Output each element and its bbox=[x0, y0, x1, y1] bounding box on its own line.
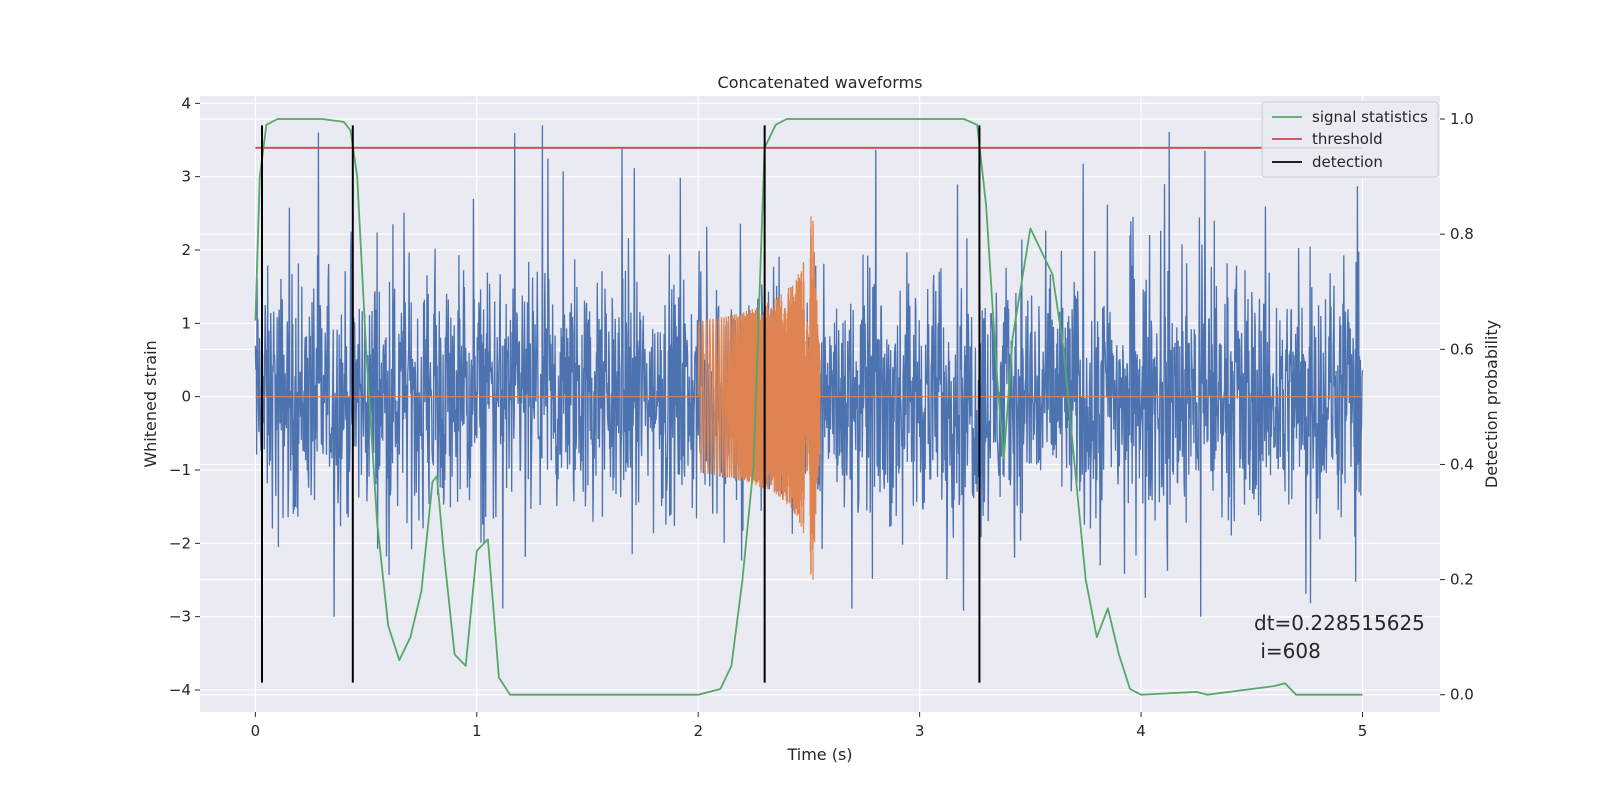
noise-series bbox=[254, 125, 1364, 617]
x-tick-label: 5 bbox=[1358, 722, 1368, 740]
y-tick-label: 4 bbox=[181, 94, 191, 112]
x-tick-label: 1 bbox=[472, 722, 482, 740]
annotation-dt: dt=0.228515625 bbox=[1254, 611, 1425, 635]
y-axis-label: Whitened strain bbox=[141, 340, 160, 467]
y-tick-label: −4 bbox=[169, 681, 191, 699]
y2-axis-label: Detection probability bbox=[1482, 320, 1501, 488]
legend-box bbox=[1261, 101, 1439, 178]
axes: 0 1 2 3 4 5 −4 −3 −2 −1 0 1 2 3 4 0.0 0.2 0.4 0.6 0.8 1.0 bbox=[169, 94, 1474, 740]
signal-statistics-series bbox=[254, 118, 1363, 696]
legend-label-detection: detection bbox=[1312, 153, 1383, 171]
y-tick-label: 3 bbox=[181, 168, 191, 186]
annotation-index: i=608 bbox=[1254, 639, 1321, 663]
y2-tick-label: 0.4 bbox=[1450, 455, 1474, 473]
legend: signal statistics threshold detection bbox=[1261, 101, 1439, 178]
y-tick-label: −3 bbox=[169, 608, 191, 626]
y2-tick-label: 0.8 bbox=[1450, 225, 1474, 243]
y-tick-label: 0 bbox=[181, 388, 191, 406]
chart-title: Concatenated waveforms bbox=[718, 73, 923, 92]
y2-tick-label: 0.2 bbox=[1450, 571, 1474, 589]
injection-trace bbox=[255, 216, 1363, 580]
detection-series bbox=[261, 125, 981, 683]
noise-trace bbox=[254, 125, 1364, 617]
y-tick-label: 2 bbox=[181, 241, 191, 259]
x-tick-label: 2 bbox=[693, 722, 703, 740]
x-tick-label: 4 bbox=[1136, 722, 1146, 740]
x-tick-label: 3 bbox=[915, 722, 925, 740]
legend-label-threshold: threshold bbox=[1312, 130, 1383, 148]
x-tick-label: 0 bbox=[251, 722, 261, 740]
injection-series bbox=[255, 216, 1363, 580]
y2-tick-label: 0.6 bbox=[1450, 340, 1474, 358]
y-tick-label: −1 bbox=[169, 461, 191, 479]
y-tick-label: −2 bbox=[169, 534, 191, 552]
legend-label-signal-statistics: signal statistics bbox=[1312, 108, 1428, 126]
y2-tick-label: 1.0 bbox=[1450, 110, 1474, 128]
signal-statistics-line bbox=[254, 118, 1363, 696]
y-tick-label: 1 bbox=[181, 314, 191, 332]
y2-tick-label: 0.0 bbox=[1450, 686, 1474, 704]
x-axis-label: Time (s) bbox=[786, 745, 852, 764]
